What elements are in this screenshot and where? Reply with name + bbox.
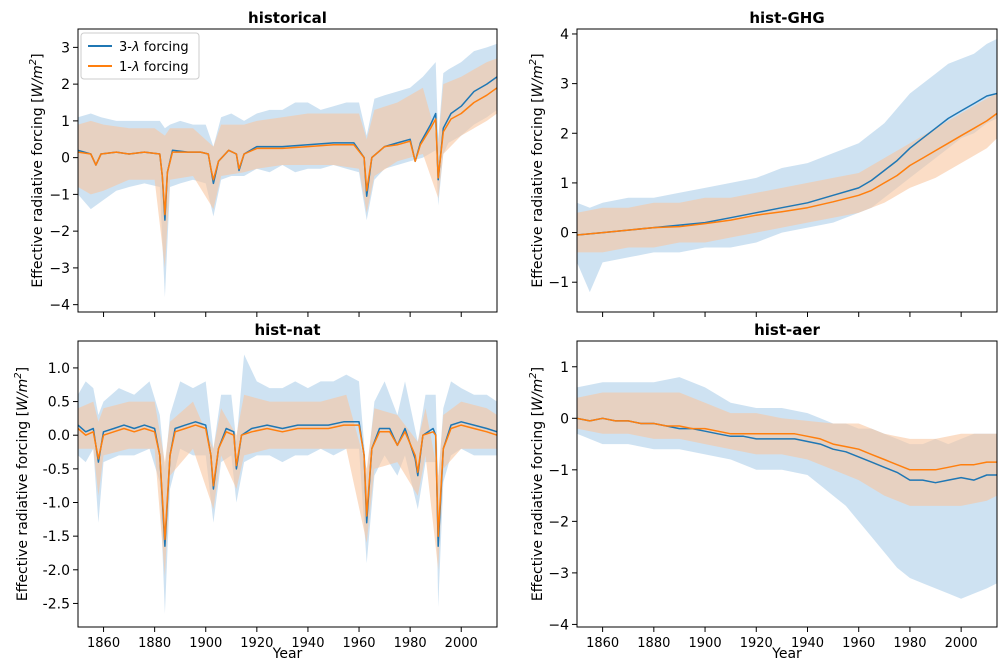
x-tick-label: 1940: [291, 636, 324, 651]
x-tick-label: 1860: [87, 636, 120, 651]
y-tick-label: 1: [560, 360, 569, 376]
y-tick-label: 3: [560, 77, 569, 93]
plot-area: [577, 377, 997, 599]
x-tick-label: 1880: [637, 636, 670, 651]
series-line-1lambda: [577, 417, 997, 471]
axes-frame: [576, 28, 998, 313]
series-line-1lambda: [577, 112, 997, 236]
legend: 3-λ forcing 1-λ forcing: [80, 32, 200, 80]
band-1lambda: [577, 93, 997, 253]
x-tick-label: 1880: [138, 636, 171, 651]
series-line-3lambda: [78, 421, 497, 547]
y-tick-label: −1: [49, 187, 70, 203]
y-tick-label: −2: [548, 514, 569, 530]
band-1lambda: [78, 58, 497, 268]
y-axis-label: Effective radiative forcing [W/m2]: [528, 53, 546, 287]
panel-hist-GHG: −1 0 1 2 3 4 hist-GHG Effective radiative forci…: [528, 9, 998, 317]
panel-title: hist-aer: [754, 321, 820, 339]
x-tick-label: 1980: [893, 636, 926, 651]
panel-title: historical: [248, 9, 327, 27]
y-tick-label: −1: [548, 463, 569, 479]
axes-frame: [77, 340, 498, 628]
y-tick-label: 0: [560, 226, 569, 242]
band-1lambda: [577, 392, 997, 506]
panel-title: hist-nat: [254, 321, 320, 339]
y-tick-label: 3: [61, 40, 70, 56]
y-tick-label: −1: [548, 275, 569, 291]
x-tick-label: 1920: [740, 636, 773, 651]
x-tick-label: 1920: [240, 636, 273, 651]
legend-label-3lambda: 3-λ forcing: [119, 40, 189, 55]
panel-historical: −4 −3 −2 −1 0 1 2 3 historical Effective radiativ…: [28, 9, 498, 317]
x-axis-label: Year: [771, 646, 802, 662]
y-tick-label: −3: [49, 261, 70, 277]
y-tick-label: -1.5: [43, 529, 70, 545]
y-tick-label: 2: [61, 77, 70, 93]
plot-area: [78, 43, 497, 298]
panel-hist-nat: 1860 1880 1900 1920 1940 1960 1980 2000 -2.5 -2.0…: [13, 321, 498, 662]
y-tick-label: -0.5: [43, 462, 70, 478]
legend-box: [80, 32, 200, 80]
y-tick-label: −2: [49, 224, 70, 240]
y-tick-label: -1.0: [43, 496, 70, 512]
x-tick-label: 1860: [586, 636, 619, 651]
x-axis-label: Year: [272, 646, 303, 662]
plot-area: [577, 38, 997, 293]
x-tick-label: 2000: [945, 636, 978, 651]
x-tick-label: 1960: [842, 636, 875, 651]
y-tick-label: 1: [560, 176, 569, 192]
y-tick-label: 2: [560, 126, 569, 142]
x-tick-label: 2000: [445, 636, 478, 651]
x-tick-label: 1900: [189, 636, 222, 651]
y-tick-label: -2.0: [43, 563, 70, 579]
series-line-1lambda: [78, 424, 497, 541]
plot-area: [78, 354, 497, 614]
y-tick-label: 0.0: [48, 428, 70, 444]
y-tick-label: 1.0: [48, 361, 70, 377]
series-line-3lambda: [577, 92, 997, 236]
y-axis-label: Effective radiative forcing [W/m2]: [528, 367, 546, 601]
y-tick-label: 0.5: [48, 395, 70, 411]
series-line-1lambda: [78, 87, 497, 216]
y-tick-label: 0: [560, 411, 569, 427]
x-tick-label: 1980: [394, 636, 427, 651]
y-axis-label: Effective radiative forcing [W/m2]: [13, 367, 31, 601]
x-tick-label: 1900: [689, 636, 722, 651]
y-tick-label: 4: [560, 27, 569, 43]
band-1lambda: [78, 394, 497, 577]
y-tick-label: -2.5: [43, 596, 70, 612]
y-tick-label: 1: [61, 114, 70, 130]
panel-hist-aer: 1860 1880 1900 1920 1940 1960 1980 2000 −4 −3 −2 −1…: [528, 321, 998, 662]
y-tick-label: −4: [49, 298, 70, 314]
panel-title: hist-GHG: [749, 9, 824, 27]
legend-label-1lambda: 1-λ forcing: [119, 60, 189, 75]
axes-frame: [576, 340, 998, 628]
axes-frame: [77, 28, 498, 313]
y-tick-label: −4: [548, 617, 569, 633]
y-tick-label: −3: [548, 566, 569, 582]
x-tick-label: 1960: [342, 636, 375, 651]
x-tick-label: 1940: [791, 636, 824, 651]
y-axis-label: Effective radiative forcing [W/m2]: [28, 53, 46, 287]
y-tick-label: 0: [61, 151, 70, 167]
